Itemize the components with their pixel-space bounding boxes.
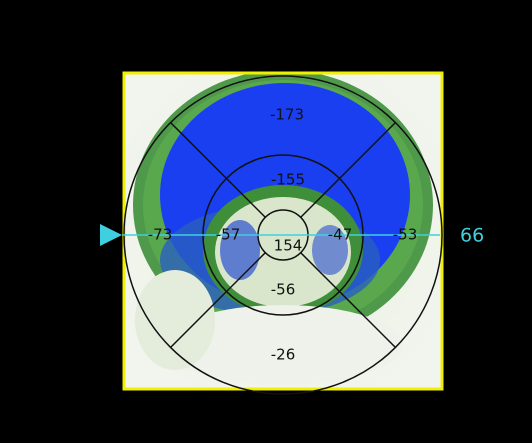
segment-value: -155 [271, 171, 305, 189]
segment-value: -53 [393, 226, 418, 244]
segment-value: 154 [274, 237, 303, 255]
page: {"bullseye": { "segments": { "basal_ante… [0, 0, 532, 443]
segment-value: -26 [271, 346, 296, 364]
segment-value: -173 [270, 106, 304, 124]
segment-value: -73 [148, 226, 173, 244]
segment-value: -47 [328, 226, 353, 244]
marker-value: 66 [460, 225, 484, 247]
bullseye-view: -173 -155 -73 -57 154 -47 -53 -56 -26 66 [0, 0, 532, 443]
segment-value: -56 [271, 281, 296, 299]
segment-value: -57 [216, 226, 241, 244]
